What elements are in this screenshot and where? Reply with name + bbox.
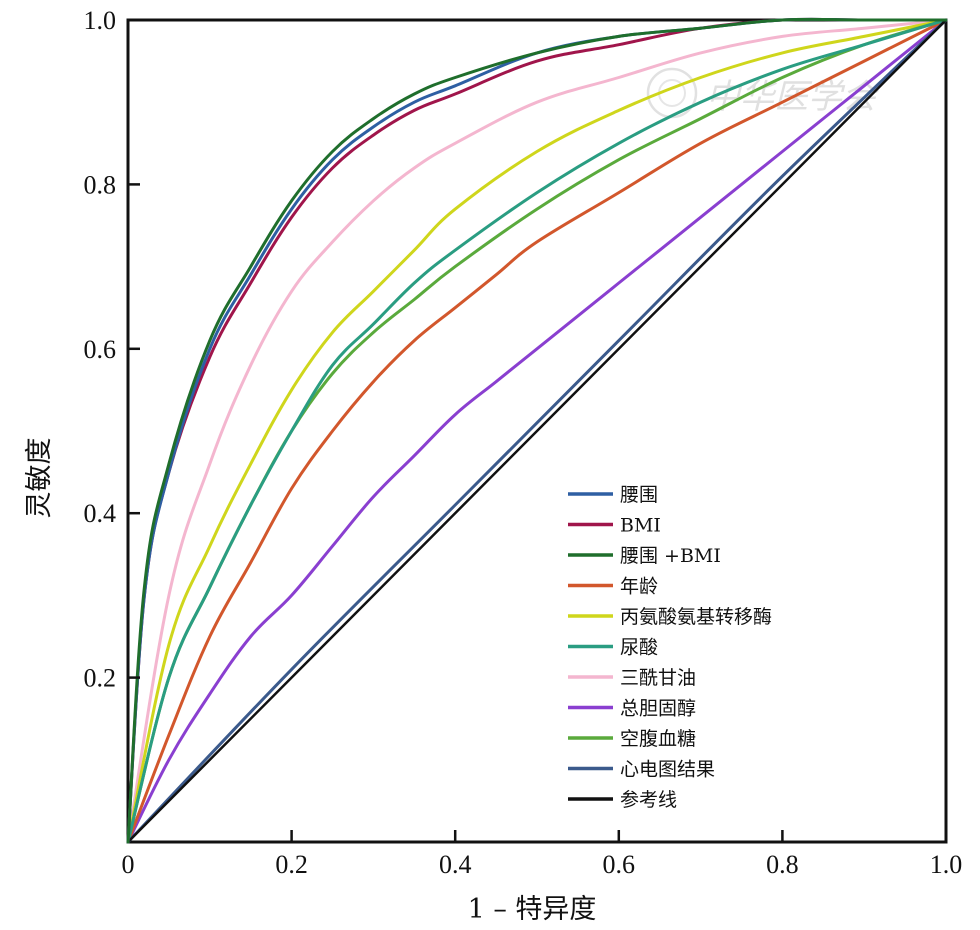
legend-label-series-7: 三酰甘油 bbox=[620, 667, 696, 689]
legend-label-series-9: 空腹血糖 bbox=[620, 728, 696, 750]
curve-series-3 bbox=[126, 17, 948, 844]
y-tick-label: 1.0 bbox=[84, 6, 117, 35]
x-axis-title: 1 – 特异度 bbox=[468, 894, 597, 925]
plot-frame bbox=[126, 18, 948, 844]
curve-series-7 bbox=[126, 18, 948, 844]
y-tick-label: 0.6 bbox=[84, 335, 117, 364]
curve-series-8 bbox=[126, 18, 948, 844]
curve-series-5 bbox=[126, 18, 948, 844]
y-axis-title: 灵敏度 bbox=[24, 438, 55, 519]
y-tick-label: 0.2 bbox=[84, 664, 117, 693]
legend-label-series-2: BMI bbox=[620, 515, 661, 537]
legend-label-series-11: 参考线 bbox=[620, 789, 677, 811]
x-tick-label: 1.0 bbox=[930, 850, 963, 879]
y-tick-label: 0.4 bbox=[84, 499, 117, 528]
x-tick-label: 0.8 bbox=[766, 850, 799, 879]
roc-curves bbox=[126, 17, 948, 844]
legend: 腰围 BMI 腰围 +BMI 年龄丙氨酸氨基转移酶尿酸三酰甘油总胆固醇空腹血糖心电图结… bbox=[568, 484, 772, 811]
legend-label-series-5: 丙氨酸氨基转移酶 bbox=[620, 606, 772, 628]
legend-label-series-6: 尿酸 bbox=[620, 637, 658, 659]
legend-label-series-8: 总胆固醇 bbox=[620, 698, 696, 720]
x-tick-label: 0.2 bbox=[275, 850, 308, 879]
curve-series-4 bbox=[126, 18, 948, 844]
x-tick-label: 0 bbox=[122, 850, 135, 879]
x-tick-label: 0.4 bbox=[439, 850, 472, 879]
legend-label-series-3: 腰围 +BMI bbox=[620, 545, 721, 567]
legend-label-series-4: 年龄 bbox=[620, 576, 658, 598]
x-tick-label: 0.6 bbox=[603, 850, 636, 879]
y-tick-label: 0.8 bbox=[84, 170, 117, 199]
legend-label-series-10: 心电图结果 bbox=[620, 759, 715, 781]
watermark-seal-icon bbox=[646, 67, 698, 119]
axis-ticks: 0 0.2 0.4 0.6 0.8 1.0 0.2 0.4 0.6 0.8 1.0 bbox=[84, 6, 963, 879]
curve-series-11 bbox=[126, 18, 948, 844]
curve-series-6 bbox=[126, 18, 948, 844]
curve-series-10 bbox=[126, 18, 948, 844]
legend-label-series-1: 腰围 bbox=[620, 484, 658, 506]
